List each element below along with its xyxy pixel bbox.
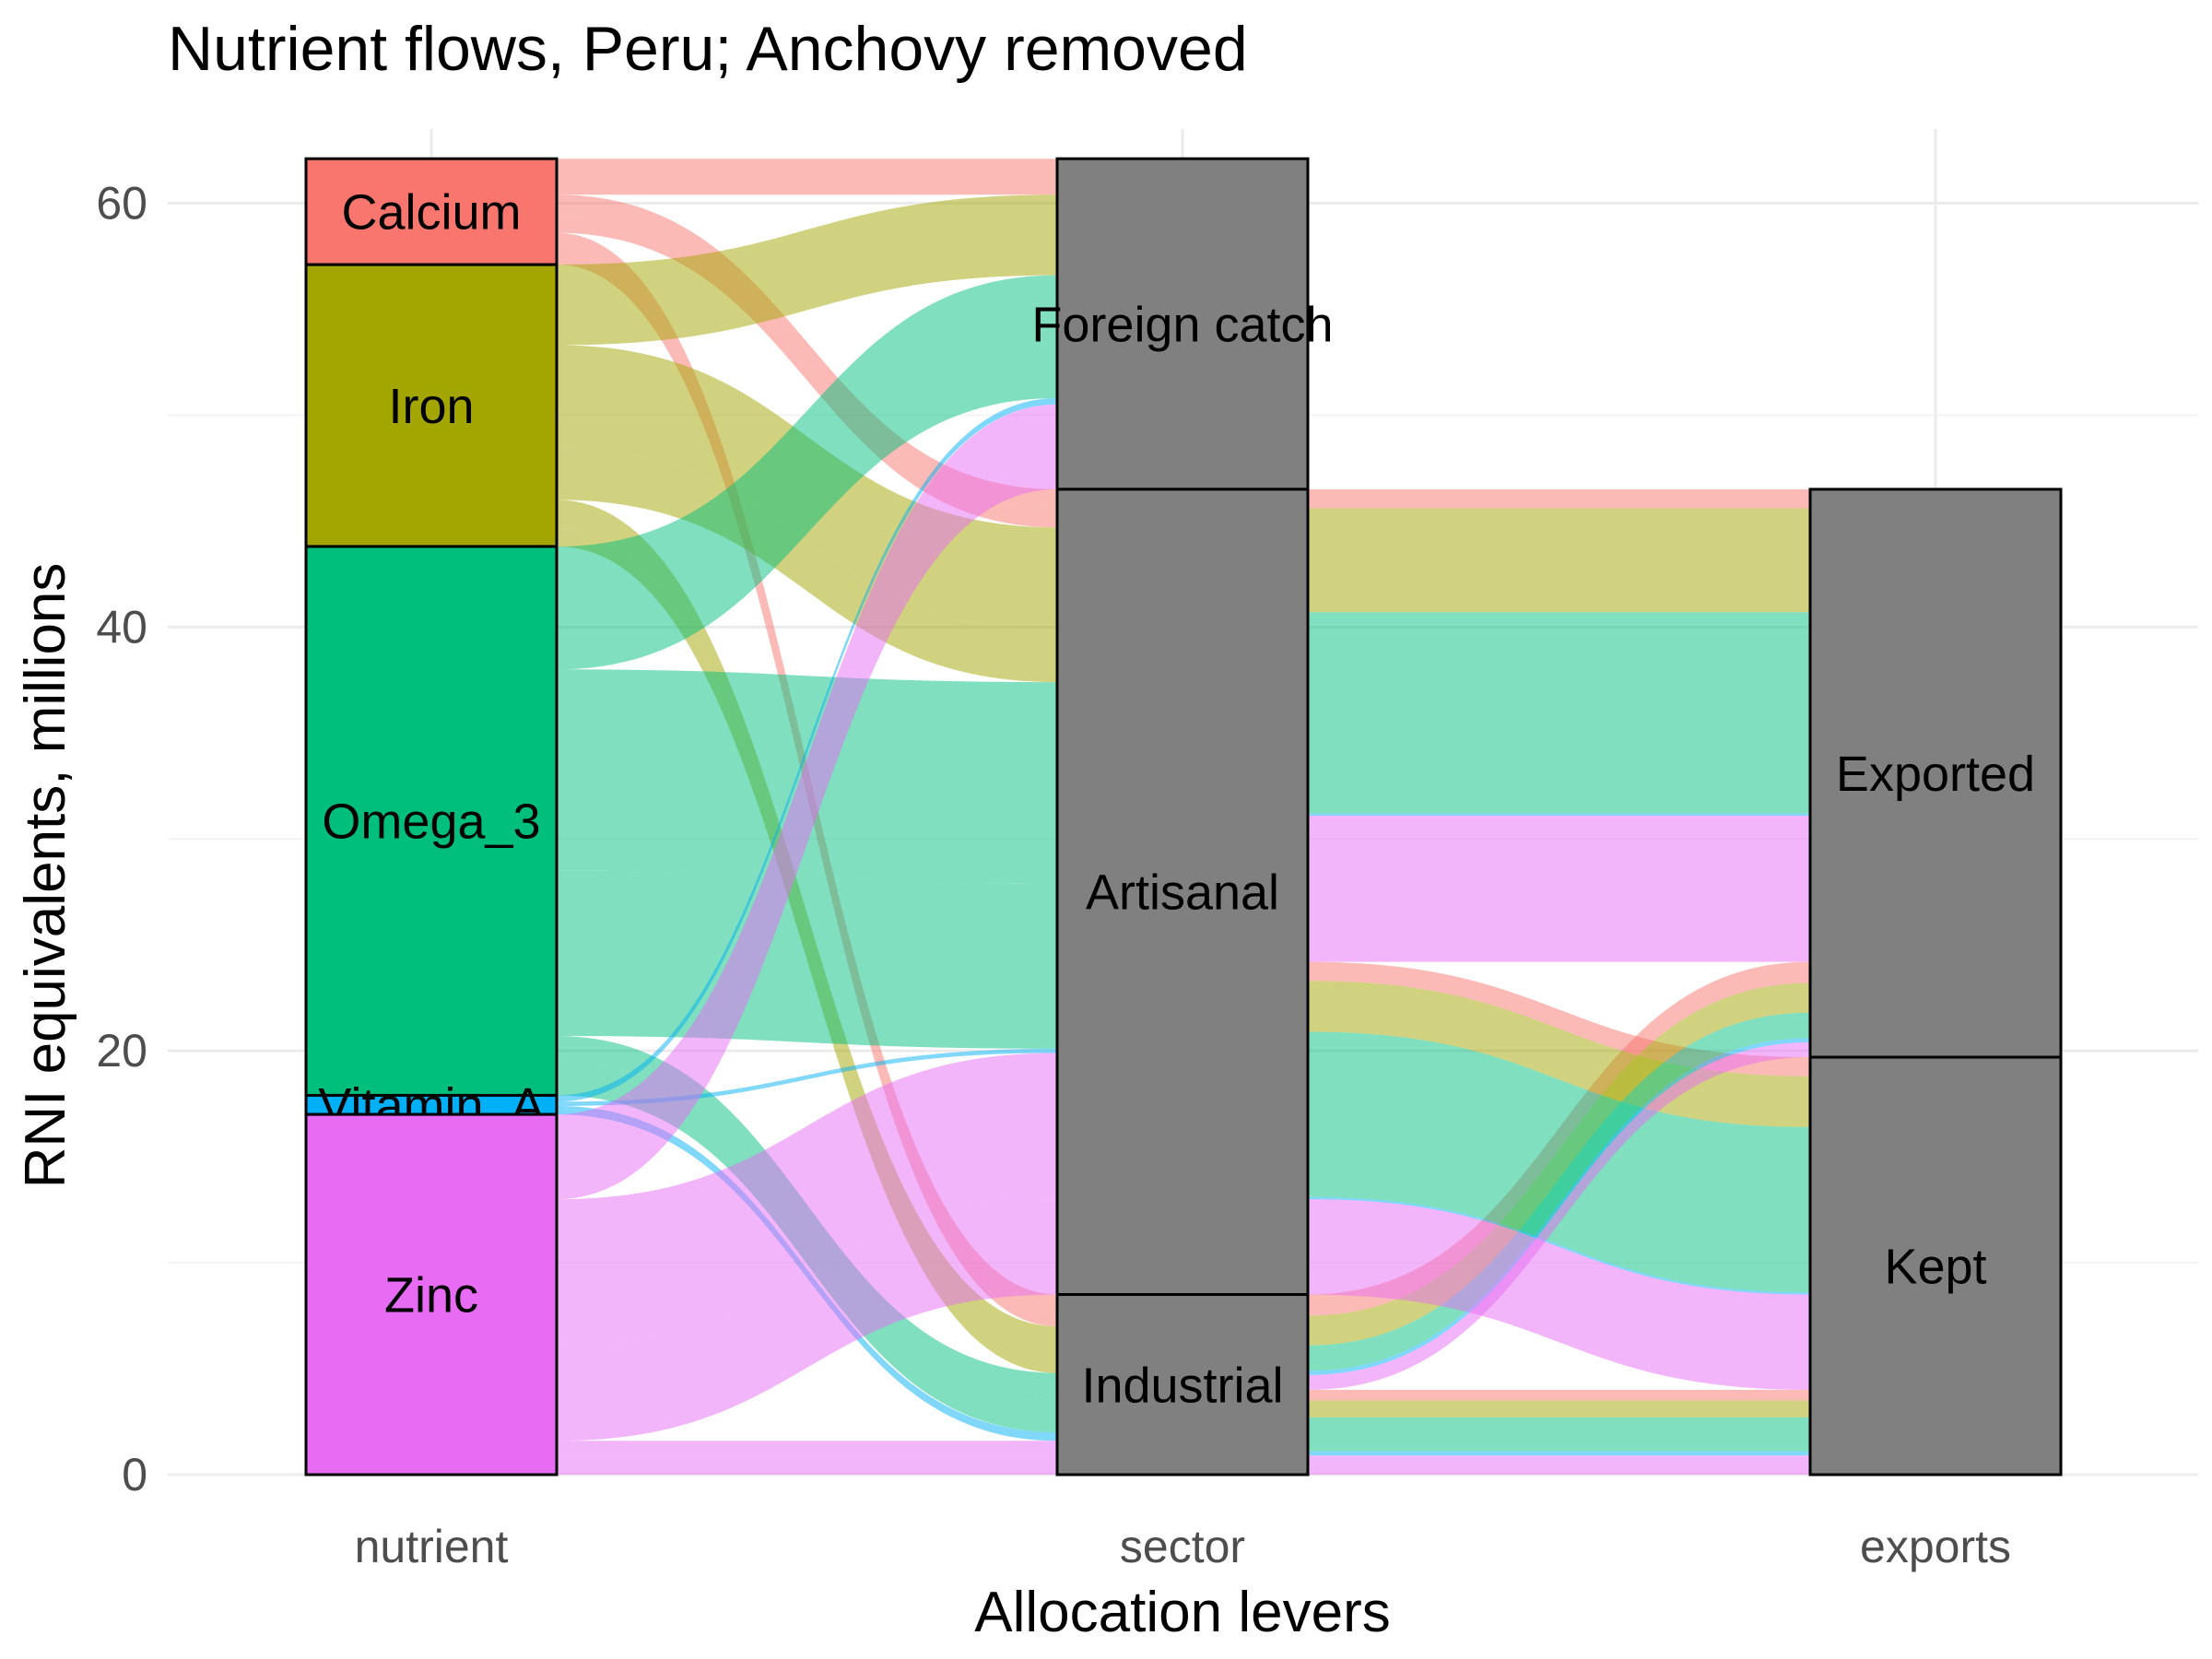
x-axis-title: Allocation levers [974,1581,1390,1644]
nutrient-stratum-label: Calcium [341,185,521,241]
flow-ribbon [557,213,1057,528]
flow-ribbon [557,404,1057,1200]
flow-ribbon [1308,1012,1810,1371]
flow-ribbon [557,1048,1057,1104]
y-tick-label: 0 [122,1449,147,1500]
y-tick-label: 40 [96,601,147,653]
flow-ribbon [1308,612,1810,814]
chart-title: Nutrient flows, Peru; Anchovy removed [168,14,1248,84]
flow-ribbon [557,194,1057,346]
flow-ribbon [557,159,1057,195]
y-axis-title: RNI equivalents, millions [14,563,77,1189]
flow-ribbon [557,398,1057,1102]
flow-ribbon [1308,1417,1810,1452]
flow-ribbon [557,1455,1057,1475]
exports-stratum-label: Exported [1836,747,2035,802]
flow-ribbon [557,449,1057,683]
sector-stratum [1055,488,1310,1297]
flow-ribbon [1308,1199,1810,1391]
flow-ribbon [1308,813,1810,816]
sector-stratum-label: Artisanal [1086,865,1279,921]
flow-ribbon [1308,1041,1810,1391]
nutrient-stratum [304,263,559,548]
flow-ribbon [1308,488,1810,509]
sector-stratum [1055,1293,1310,1477]
flow-ribbon [1308,1031,1810,1293]
nutrient-stratum-label: Zinc [384,1268,478,1324]
flow-ribbon [557,194,1057,509]
flow-ribbon [557,1051,1057,1106]
x-tick-label: exports [1860,1521,2011,1572]
nutrient-stratum [304,157,559,266]
nutrient-stratum-label: Iron [388,379,474,434]
flow-ribbon [557,1441,1057,1456]
flow-ribbon [1308,1400,1810,1418]
flow-ribbon [557,1053,1057,1346]
x-tick-label: nutrient [355,1521,509,1572]
nutrient-stratum [304,545,559,1097]
sector-stratum-label: Foreign catch [1031,298,1333,353]
flow-ribbon [557,1199,1057,1441]
flow-ribbon [1308,1455,1810,1475]
x-tick-label: sector [1120,1521,1245,1572]
flow-ribbon [1308,1196,1810,1295]
flow-ribbon [557,275,1057,670]
flow-ribbon [1308,815,1810,962]
exports-stratum-label: Kept [1884,1240,1986,1295]
y-tick-label: 60 [96,177,147,229]
y-axis-ticks: 0 20 40 60 [96,177,147,1500]
flow-ribbon [1308,1390,1810,1401]
nutrient-stratum-label: Omega_3 [322,794,540,850]
flows [557,159,1810,1475]
exports-stratum [1808,488,2063,1059]
exports-stratum [1808,1055,2063,1477]
y-tick-label: 20 [96,1025,147,1077]
flow-ribbon [557,870,1057,1049]
flow-ribbon [1308,508,1810,613]
flow-ribbon [1308,1451,1810,1456]
x-axis-ticks: nutrient sector exports [355,1521,2011,1572]
sector-stratum [1055,157,1310,491]
nutrient-stratum [304,1112,559,1477]
flow-ribbon [1308,1038,1810,1375]
sector-stratum-label: Industrial [1081,1358,1283,1413]
